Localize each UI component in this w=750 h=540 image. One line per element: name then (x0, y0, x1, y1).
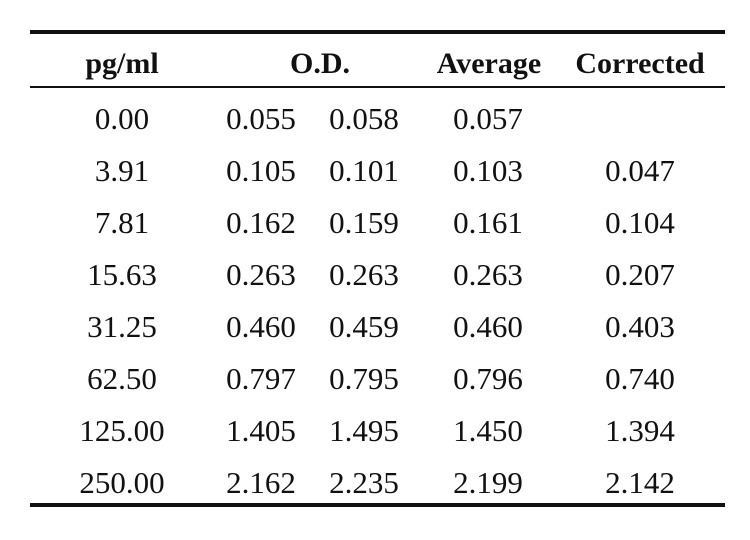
table-row: 31.25 0.460 0.459 0.460 0.403 (0, 302, 750, 354)
cell-od-2: 0.159 (329, 205, 399, 240)
table-row: 7.81 0.162 0.159 0.161 0.104 (0, 198, 750, 250)
cell-average: 2.199 (453, 465, 523, 500)
cell-average: 0.057 (453, 101, 523, 136)
table-row: 15.63 0.263 0.263 0.263 0.207 (0, 250, 750, 302)
cell-pg-ml: 7.81 (94, 205, 150, 240)
cell-pg-ml: 15.63 (87, 257, 157, 292)
cell-corrected: 0.403 (605, 309, 675, 344)
cell-corrected: 0.104 (605, 205, 675, 240)
cell-od-1: 0.797 (226, 361, 296, 396)
cell-average: 0.796 (453, 361, 523, 396)
cell-corrected: 2.142 (605, 465, 675, 500)
cell-corrected: 0.740 (605, 361, 675, 396)
table-row: 0.00 0.055 0.058 0.057 (0, 94, 750, 146)
cell-pg-ml: 0.00 (94, 101, 150, 136)
cell-od-1: 0.460 (226, 309, 296, 344)
table-header: pg/ml O.D. Average Corrected (0, 44, 750, 84)
table-row: 3.91 0.105 0.101 0.103 0.047 (0, 146, 750, 198)
cell-corrected: 0.047 (605, 153, 675, 188)
cell-pg-ml: 3.91 (94, 153, 150, 188)
cell-od-1: 1.405 (226, 413, 296, 448)
cell-average: 0.103 (453, 153, 523, 188)
table-body: 0.00 0.055 0.058 0.057 3.91 0.105 0.101 … (0, 94, 750, 510)
cell-od-2: 2.235 (329, 465, 399, 500)
cell-od-2: 0.101 (329, 153, 399, 188)
cell-average: 1.450 (453, 413, 523, 448)
table-header-rule (30, 86, 725, 88)
cell-od-2: 0.459 (329, 309, 399, 344)
cell-pg-ml: 31.25 (87, 309, 157, 344)
cell-pg-ml: 250.00 (79, 465, 165, 500)
cell-corrected: 1.394 (605, 413, 675, 448)
header-average: Average (436, 47, 542, 80)
cell-pg-ml: 125.00 (79, 413, 165, 448)
cell-od-2: 1.495 (329, 413, 399, 448)
table-row: 125.00 1.405 1.495 1.450 1.394 (0, 406, 750, 458)
cell-od-1: 0.055 (226, 101, 296, 136)
cell-od-2: 0.263 (329, 257, 399, 292)
cell-average: 0.161 (453, 205, 523, 240)
header-od: O.D. (290, 47, 350, 80)
cell-od-1: 0.162 (226, 205, 296, 240)
table-row: 62.50 0.797 0.795 0.796 0.740 (0, 354, 750, 406)
cell-average: 0.263 (453, 257, 523, 292)
table-row: 250.00 2.162 2.235 2.199 2.142 (0, 458, 750, 510)
cell-od-1: 0.263 (226, 257, 296, 292)
header-pg-ml: pg/ml (85, 47, 159, 80)
cell-pg-ml: 62.50 (87, 361, 157, 396)
cell-average: 0.460 (453, 309, 523, 344)
cell-od-1: 0.105 (226, 153, 296, 188)
cell-od-2: 0.058 (329, 101, 399, 136)
cell-corrected: 0.207 (605, 257, 675, 292)
table-bottom-rule (30, 503, 725, 507)
cell-od-2: 0.795 (329, 361, 399, 396)
cell-od-1: 2.162 (226, 465, 296, 500)
table-top-rule (30, 30, 725, 34)
header-corrected: Corrected (575, 47, 705, 80)
